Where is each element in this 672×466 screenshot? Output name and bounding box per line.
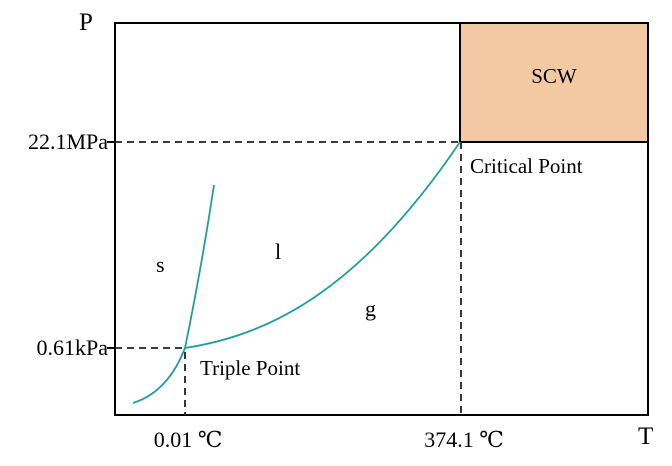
y-axis-label: P (79, 9, 93, 36)
triple-point-label: Triple Point (200, 356, 301, 380)
region-label-liquid: l (275, 239, 282, 264)
x-axis-label: T (638, 423, 654, 450)
sublimation-curve (132, 347, 186, 404)
region-label-solid: s (156, 252, 165, 277)
x-tick-critical-temperature: 374.1 ℃ (424, 427, 504, 452)
scw-region-box (459, 22, 649, 143)
y-tick-critical-pressure: 22.1MPa (27, 129, 108, 154)
region-label-scw: SCW (531, 64, 577, 88)
x-tick-triple-temperature: 0.01 ℃ (153, 427, 223, 452)
region-label-gas: g (365, 296, 376, 321)
y-tick-triple-pressure: 0.61kPa (36, 335, 109, 360)
melting-curve (184, 184, 215, 349)
vaporization-curve (184, 141, 461, 349)
plot-frame (114, 22, 649, 416)
critical-point-label: Critical Point (470, 154, 583, 178)
